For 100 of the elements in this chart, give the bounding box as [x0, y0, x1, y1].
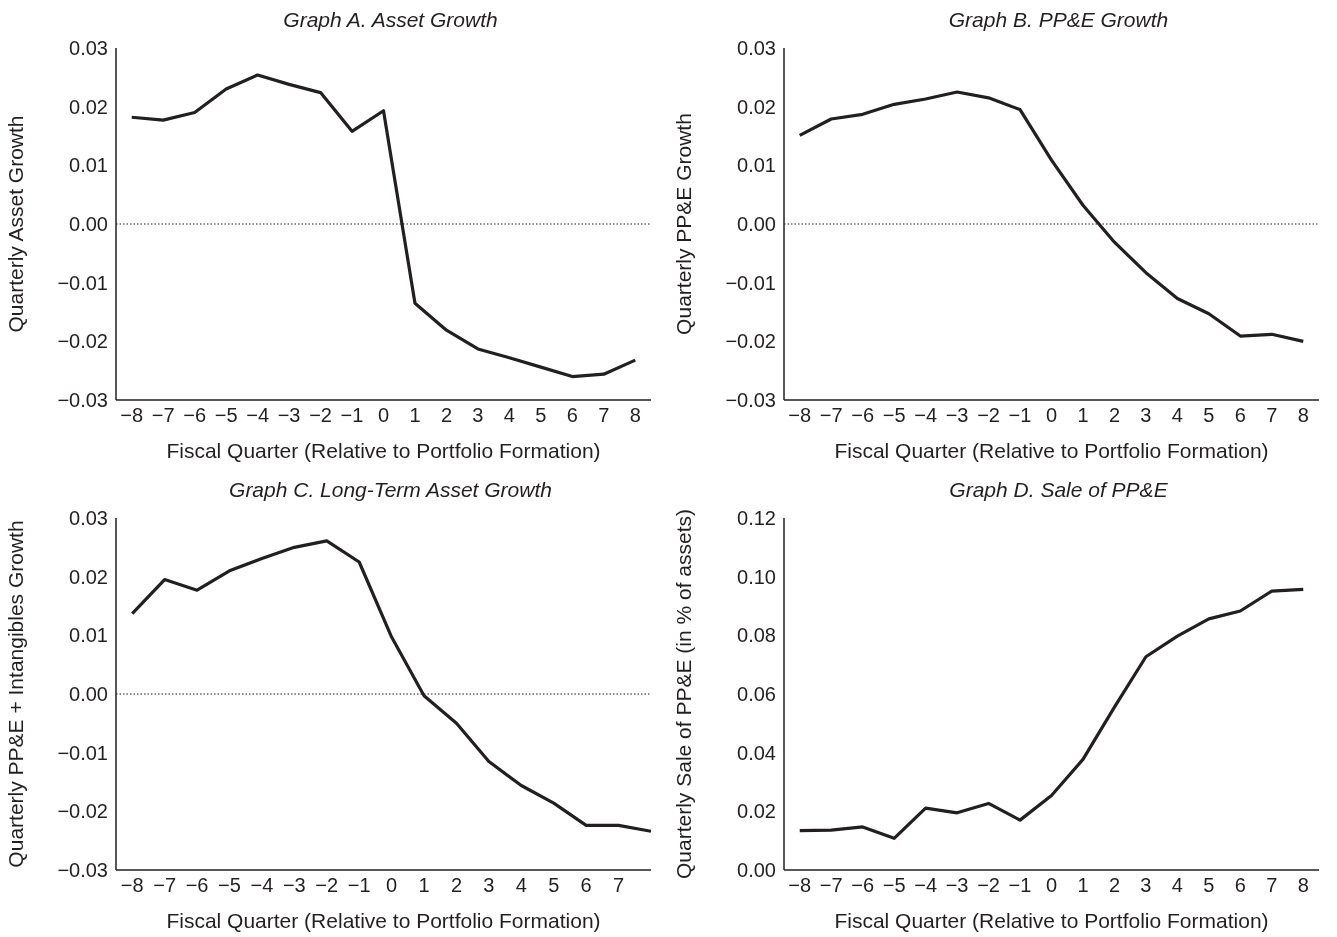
x-tick-label: 1: [409, 404, 421, 427]
y-tick-label: 0.08: [737, 624, 776, 647]
y-tick-label: 0.02: [737, 800, 776, 823]
x-tick-label: 0: [377, 404, 390, 427]
x-tick-label: −4: [914, 874, 938, 897]
chart-title: Graph C. Long-Term Asset Growth: [228, 478, 553, 502]
x-tick-label: 5: [1203, 404, 1215, 427]
x-tick-label: 3: [1140, 404, 1152, 427]
y-tick-label: 0.10: [737, 565, 776, 588]
x-tick-label: 8: [1297, 404, 1309, 427]
x-tick-label: −4: [246, 404, 270, 427]
x-tick-label: 5: [548, 874, 560, 897]
x-tick-label: 0: [386, 874, 398, 897]
x-tick-label: −5: [214, 404, 238, 427]
x-tick-label: −8: [120, 874, 144, 897]
x-tick-label: 7: [1266, 404, 1278, 427]
x-tick-label: 1: [418, 874, 430, 897]
x-tick-label: −3: [945, 404, 969, 427]
chart-title: Graph B. PP&E Growth: [947, 8, 1170, 32]
x-tick-label: −6: [183, 404, 207, 427]
y-tick-label: −0.03: [57, 859, 108, 882]
x-tick-label: 3: [1140, 874, 1152, 897]
x-tick-label: 2: [1108, 404, 1120, 427]
x-tick-label: −7: [153, 874, 177, 897]
x-tick-label: 2: [1108, 874, 1120, 897]
x-tick-label: −7: [819, 404, 843, 427]
x-tick-label: −1: [1008, 404, 1032, 427]
y-tick-label: −0.01: [57, 271, 108, 294]
x-tick-label: 4: [1171, 404, 1183, 427]
y-axis-title: Quarterly Asset Growth: [4, 115, 28, 333]
x-tick-label: −4: [914, 404, 938, 427]
x-tick-label: −1: [1008, 874, 1032, 897]
y-tick-label: −0.02: [725, 330, 776, 353]
x-tick-label: −7: [819, 874, 843, 897]
x-tick-label: 5: [1203, 874, 1215, 897]
x-tick-label: −2: [315, 874, 339, 897]
x-tick-label: −6: [851, 404, 875, 427]
x-tick-label: −8: [788, 874, 812, 897]
y-tick-label: 0.06: [737, 683, 776, 706]
x-tick-label: −6: [851, 874, 875, 897]
y-tick-label: 0.01: [69, 624, 108, 647]
x-tick-label: −3: [282, 874, 306, 897]
x-tick-label: 0: [1045, 404, 1058, 427]
y-tick-label: 0.03: [69, 37, 108, 60]
x-tick-label: 5: [535, 404, 547, 427]
x-tick-label: 0: [1045, 874, 1058, 897]
x-tick-label: 4: [503, 404, 515, 427]
x-tick-label: 4: [1171, 874, 1183, 897]
y-tick-label: −0.01: [57, 741, 108, 764]
x-tick-label: 2: [450, 874, 463, 897]
x-tick-label: 1: [1077, 874, 1089, 897]
y-tick-label: 0.03: [737, 37, 776, 60]
x-tick-label: 4: [515, 874, 527, 897]
x-tick-label: −3: [277, 404, 301, 427]
chart-title: Graph D. Sale of PP&E: [948, 478, 1169, 502]
y-tick-label: 0.01: [69, 154, 108, 177]
x-tick-label: 6: [1234, 404, 1246, 427]
x-tick-label: −1: [347, 874, 371, 897]
x-tick-label: 2: [440, 404, 452, 427]
x-tick-label: −6: [185, 874, 209, 897]
x-axis-title: Fiscal Quarter (Relative to Portfolio Formation): [834, 909, 1269, 932]
chart-title: Graph A. Asset Growth: [282, 8, 499, 32]
x-tick-label: −8: [788, 404, 812, 427]
x-tick-label: 7: [613, 874, 625, 897]
x-axis-title: Fiscal Quarter (Relative to Portfolio Formation): [166, 439, 601, 462]
x-tick-label: 6: [1234, 874, 1246, 897]
x-tick-label: 8: [629, 404, 641, 427]
x-tick-label: −8: [120, 404, 144, 427]
x-tick-label: 3: [483, 874, 495, 897]
y-tick-label: −0.03: [57, 389, 108, 412]
x-axis-title: Fiscal Quarter (Relative to Portfolio Formation): [166, 909, 601, 932]
x-tick-label: −5: [882, 874, 906, 897]
y-tick-label: 0.00: [69, 213, 108, 236]
y-tick-label: 0.00: [737, 859, 776, 882]
y-tick-label: −0.01: [725, 271, 776, 294]
y-tick-label: 0.02: [69, 565, 108, 588]
y-tick-label: 0.03: [69, 507, 108, 530]
y-tick-label: 0.04: [737, 741, 776, 764]
x-tick-label: −5: [218, 874, 241, 897]
y-tick-label: −0.03: [725, 389, 776, 412]
y-tick-label: 0.00: [69, 683, 108, 706]
line-series: [798, 587, 1305, 840]
x-tick-label: 8: [1297, 874, 1309, 897]
x-tick-label: −2: [977, 404, 1000, 427]
x-tick-label: −4: [250, 874, 274, 897]
x-tick-label: 6: [566, 404, 578, 427]
x-tick-label: 6: [580, 874, 592, 897]
x-tick-label: 7: [598, 404, 610, 427]
x-axis-title: Fiscal Quarter (Relative to Portfolio Formation): [834, 439, 1269, 462]
y-tick-label: 0.01: [737, 154, 776, 177]
y-tick-label: −0.02: [57, 330, 108, 353]
x-tick-label: 7: [1266, 874, 1278, 897]
y-tick-label: 0.12: [737, 507, 776, 530]
x-tick-label: −5: [882, 404, 906, 427]
x-tick-label: −1: [340, 404, 364, 427]
y-axis-title: Quarterly PP&E Growth: [672, 113, 696, 335]
x-tick-label: −7: [151, 404, 175, 427]
y-tick-label: 0.02: [69, 95, 108, 118]
x-tick-label: 1: [1077, 404, 1089, 427]
x-tick-label: −2: [309, 404, 332, 427]
